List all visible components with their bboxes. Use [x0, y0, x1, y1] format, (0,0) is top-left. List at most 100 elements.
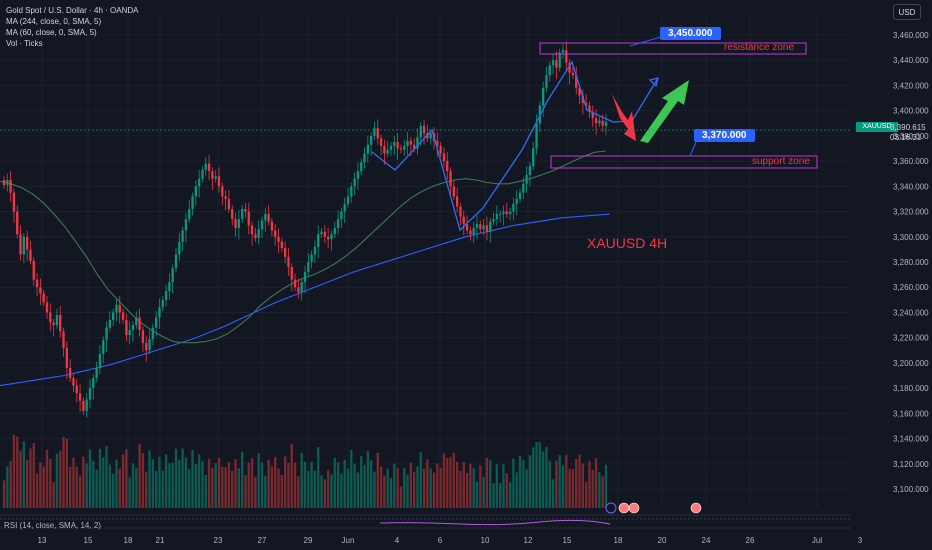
candle-body — [399, 148, 403, 150]
candle-body — [568, 62, 571, 73]
ma-fast-legend[interactable]: MA (60, close, 0, SMA, 5) — [6, 28, 97, 37]
volume-bar — [303, 461, 307, 508]
volume-bar — [244, 475, 247, 508]
volume-bar — [350, 449, 353, 508]
volume-bar — [234, 459, 237, 508]
candle-body — [561, 50, 565, 53]
volume-bar — [601, 476, 604, 508]
volume-bar — [111, 473, 115, 508]
candle-body — [59, 314, 62, 332]
volume-bar — [469, 463, 472, 508]
volume-bar — [214, 463, 217, 508]
volume-bar — [604, 464, 608, 508]
volume-bar — [452, 452, 456, 508]
candle-body — [45, 302, 49, 313]
symbol-timeframe-label: XAUUSD 4H — [587, 235, 668, 251]
volume-bar — [59, 450, 62, 508]
candle-body — [310, 254, 313, 262]
y-tick-label: 3,320.000 — [893, 208, 929, 217]
ma-fast-line — [0, 150, 607, 344]
candle-body — [584, 103, 588, 106]
volume-bar — [207, 458, 211, 508]
y-tick-label: 3,420.000 — [893, 81, 929, 90]
candle-body — [78, 393, 82, 401]
candle-body — [194, 186, 198, 197]
candle-body — [280, 241, 284, 249]
volume-bar — [197, 454, 201, 508]
candle-body — [588, 105, 591, 112]
candle-body — [598, 120, 601, 124]
volume-bar — [191, 450, 194, 508]
volume-bar — [588, 461, 591, 508]
candle-body — [237, 219, 241, 228]
volume-bar — [508, 482, 512, 508]
chart-legend: Gold Spot / U.S. Dollar · 4h · OANDA MA … — [6, 5, 139, 49]
x-tick-label: 23 — [214, 536, 223, 545]
candle-body — [32, 260, 35, 280]
volume-bar — [297, 476, 300, 508]
candle-body — [224, 196, 227, 199]
volume-bar — [184, 457, 188, 508]
volume-bar — [393, 463, 396, 508]
volume-bar — [346, 468, 350, 508]
candle-body — [522, 183, 525, 193]
symbol-line[interactable]: Gold Spot / U.S. Dollar · 4h · OANDA — [6, 6, 139, 15]
volume-bar — [472, 468, 475, 508]
support-price-tag[interactable]: 3,370.000 — [694, 129, 755, 142]
volume-bar — [174, 448, 178, 508]
currency-button[interactable]: USD — [893, 4, 921, 20]
wave-path[interactable] — [371, 60, 659, 232]
volume-bar — [515, 472, 518, 508]
candle-body — [148, 338, 151, 351]
rsi-legend[interactable]: RSI (14, close, SMA, 14, 2) — [4, 521, 101, 530]
candle-body — [128, 330, 131, 336]
candle-body — [197, 178, 201, 187]
candle-body — [42, 293, 45, 303]
volume-legend[interactable]: Vol · Ticks — [6, 39, 43, 48]
y-tick-label: 3,300.000 — [893, 233, 929, 242]
volume-bar — [204, 475, 207, 508]
volume-bar — [439, 467, 442, 508]
volume-bar — [412, 471, 416, 508]
candle-body — [419, 125, 422, 138]
x-tick-label: 18 — [614, 536, 623, 545]
event-icon-flag-1 — [618, 502, 630, 514]
candle-body — [72, 378, 75, 386]
support-zone[interactable] — [550, 155, 818, 169]
volume-bar — [495, 464, 499, 508]
volume-bar — [82, 456, 85, 508]
candle-body — [555, 60, 558, 68]
candle-body — [55, 314, 59, 326]
candle-body — [326, 236, 330, 240]
volume-bar — [115, 459, 118, 508]
candle-body — [118, 304, 121, 313]
candle-body — [422, 125, 426, 134]
candle-body — [267, 214, 270, 222]
x-tick-label: 29 — [304, 536, 313, 545]
candle-body — [360, 162, 363, 172]
resistance-zone[interactable] — [539, 42, 807, 55]
candle-body — [141, 330, 145, 343]
volume-bar — [55, 453, 59, 508]
volume-bar — [340, 473, 343, 508]
volume-bar — [280, 475, 284, 508]
symbol-price-tag: XAUUSD — [856, 122, 898, 132]
candle-body — [105, 327, 108, 341]
volume-bar — [363, 465, 366, 508]
volume-bar — [145, 471, 148, 508]
volume-bar — [545, 447, 548, 508]
candle-body — [68, 367, 72, 379]
drawing-overlay — [0, 35, 885, 529]
ma-slow-legend[interactable]: MA (244, close, 0, SMA, 5) — [6, 17, 102, 26]
candle-body — [158, 307, 161, 318]
volume-bar — [168, 463, 171, 508]
volume-bar — [528, 455, 532, 508]
candle-body — [429, 133, 432, 139]
volume-bar — [260, 462, 264, 508]
resistance-price-tag[interactable]: 3,450.000 — [660, 27, 721, 40]
volume-bar — [65, 438, 69, 508]
candle-body — [323, 231, 327, 237]
volume-bar — [386, 468, 389, 508]
candle-body — [231, 209, 234, 220]
